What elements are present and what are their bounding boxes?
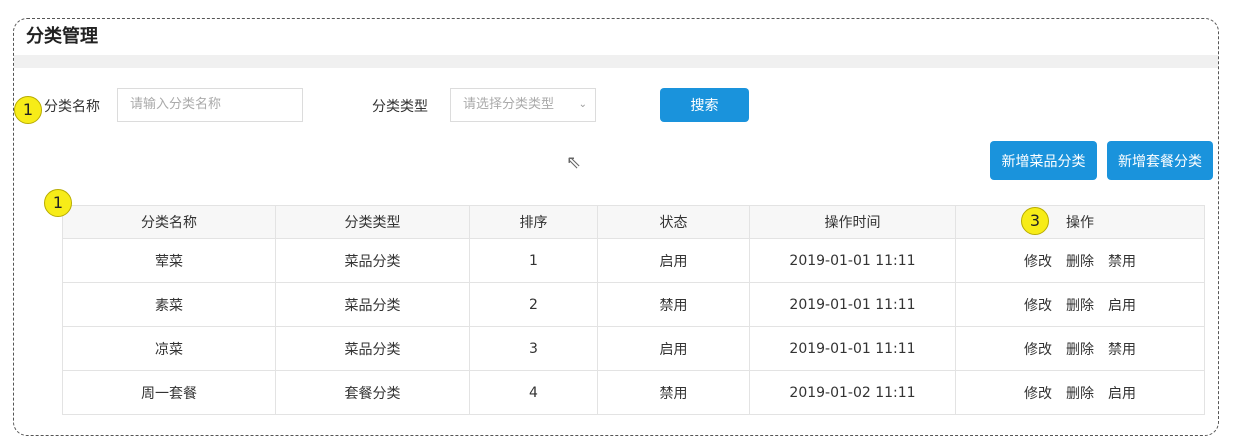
cell-type: 菜品分类 <box>275 238 470 283</box>
cell-name: 周一套餐 <box>62 370 276 415</box>
cell-time: 2019-01-01 11:11 <box>749 282 956 327</box>
cell-sort: 1 <box>469 238 598 283</box>
toggle-status-link[interactable]: 禁用 <box>1108 341 1136 358</box>
search-button[interactable]: 搜索 <box>660 88 749 122</box>
header-time: 操作时间 <box>749 205 956 239</box>
header-status: 状态 <box>597 205 750 239</box>
cell-type: 菜品分类 <box>275 326 470 371</box>
cell-type: 套餐分类 <box>275 370 470 415</box>
table-row: 素菜 菜品分类 2 禁用 2019-01-01 11:11 修改 删除 启用 <box>62 282 1205 327</box>
cell-ops: 修改 删除 禁用 <box>955 326 1205 371</box>
toggle-status-link[interactable]: 启用 <box>1108 297 1136 314</box>
table-row: 荤菜 菜品分类 1 启用 2019-01-01 11:11 修改 删除 禁用 <box>62 238 1205 283</box>
cell-status: 启用 <box>597 238 750 283</box>
delete-link[interactable]: 删除 <box>1066 385 1094 402</box>
edit-link[interactable]: 修改 <box>1024 385 1052 402</box>
table-row: 凉菜 菜品分类 3 启用 2019-01-01 11:11 修改 删除 禁用 <box>62 326 1205 371</box>
type-label: 分类类型 <box>372 99 428 115</box>
toggle-status-link[interactable]: 启用 <box>1108 385 1136 402</box>
header-type: 分类类型 <box>275 205 470 239</box>
cell-ops: 修改 删除 启用 <box>955 282 1205 327</box>
table-row: 周一套餐 套餐分类 4 禁用 2019-01-02 11:11 修改 删除 启用 <box>62 370 1205 415</box>
annotation-badge: 1 <box>44 189 72 217</box>
edit-link[interactable]: 修改 <box>1024 253 1052 270</box>
type-select[interactable]: 请选择分类类型 ⌄ <box>450 88 596 122</box>
delete-link[interactable]: 删除 <box>1066 253 1094 270</box>
cell-status: 禁用 <box>597 282 750 327</box>
cell-status: 禁用 <box>597 370 750 415</box>
cell-name: 荤菜 <box>62 238 276 283</box>
cell-time: 2019-01-02 11:11 <box>749 370 956 415</box>
cell-status: 启用 <box>597 326 750 371</box>
divider-band <box>14 55 1218 68</box>
cell-ops: 修改 删除 启用 <box>955 370 1205 415</box>
type-select-placeholder: 请选择分类类型 <box>463 97 555 112</box>
category-table: 分类名称 分类类型 排序 状态 操作时间 操作 荤菜 菜品分类 1 启用 2019-01… <box>62 205 1205 415</box>
delete-link[interactable]: 删除 <box>1066 341 1094 358</box>
name-label: 分类名称 <box>44 99 100 115</box>
name-input[interactable]: 请输入分类名称 <box>117 88 303 122</box>
cell-sort: 3 <box>469 326 598 371</box>
mouse-cursor-icon: ⇖ <box>566 152 582 173</box>
delete-link[interactable]: 删除 <box>1066 297 1094 314</box>
cell-time: 2019-01-01 11:11 <box>749 238 956 283</box>
cell-sort: 2 <box>469 282 598 327</box>
cell-sort: 4 <box>469 370 598 415</box>
header-ops: 操作 <box>955 205 1205 239</box>
toggle-status-link[interactable]: 禁用 <box>1108 253 1136 270</box>
chevron-down-icon: ⌄ <box>578 99 587 110</box>
add-combo-category-button[interactable]: 新增套餐分类 <box>1107 141 1213 180</box>
edit-link[interactable]: 修改 <box>1024 297 1052 314</box>
page-title: 分类管理 <box>26 26 98 47</box>
header-sort: 排序 <box>469 205 598 239</box>
annotation-badge: 3 <box>1021 207 1049 235</box>
edit-link[interactable]: 修改 <box>1024 341 1052 358</box>
header-name: 分类名称 <box>62 205 276 239</box>
cell-name: 素菜 <box>62 282 276 327</box>
cell-name: 凉菜 <box>62 326 276 371</box>
cell-time: 2019-01-01 11:11 <box>749 326 956 371</box>
cell-ops: 修改 删除 禁用 <box>955 238 1205 283</box>
add-dish-category-button[interactable]: 新增菜品分类 <box>990 141 1097 180</box>
annotation-badge: 1 <box>14 96 42 124</box>
cell-type: 菜品分类 <box>275 282 470 327</box>
